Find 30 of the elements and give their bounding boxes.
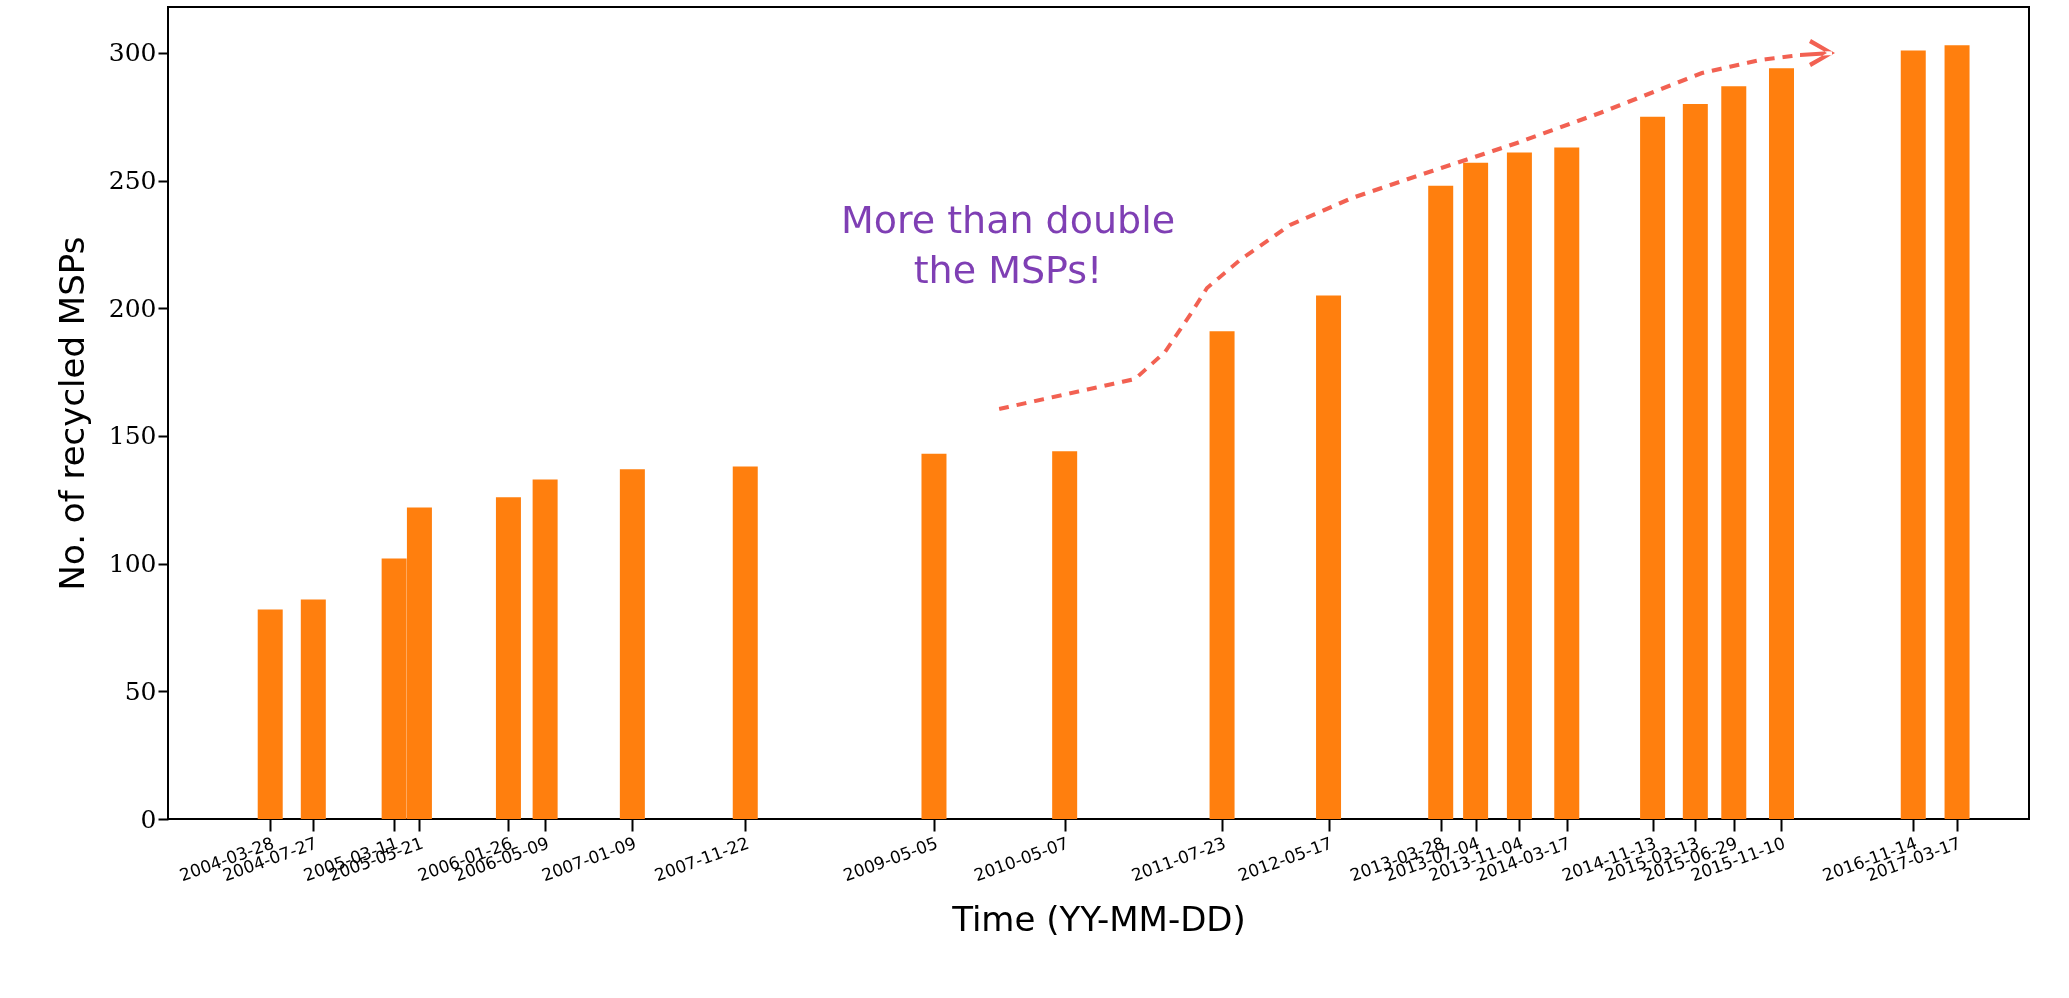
bar — [1682, 104, 1708, 819]
bar — [1506, 152, 1532, 819]
y-tick-label: 0 — [140, 804, 157, 834]
bar — [1209, 331, 1235, 819]
bar — [921, 453, 947, 819]
bar — [257, 609, 283, 819]
bar — [300, 599, 326, 819]
y-axis-title: No. of recycled MSPs — [51, 236, 92, 591]
y-tick-label: 250 — [108, 166, 157, 196]
y-tick-label: 200 — [108, 293, 157, 323]
y-tick-label: 300 — [108, 38, 157, 68]
bar — [1721, 86, 1747, 819]
bar — [619, 469, 645, 819]
y-tick-label: 150 — [108, 421, 157, 451]
y-tick-label: 100 — [108, 549, 157, 579]
bar — [1769, 68, 1794, 819]
bar — [495, 497, 521, 819]
bar — [1640, 116, 1666, 819]
bar — [1428, 185, 1454, 819]
bar — [532, 479, 558, 819]
bar — [1316, 295, 1342, 819]
bar — [732, 466, 758, 819]
y-tick-label: 50 — [124, 676, 157, 706]
bar — [1900, 50, 1926, 819]
annotation: More than double the MSPs! — [840, 198, 1176, 292]
bar — [1944, 45, 1970, 819]
bar — [1052, 451, 1078, 819]
bar — [1463, 162, 1489, 819]
bar — [1554, 147, 1580, 819]
x-axis-title: Time (YY-MM-DD) — [951, 899, 1246, 940]
